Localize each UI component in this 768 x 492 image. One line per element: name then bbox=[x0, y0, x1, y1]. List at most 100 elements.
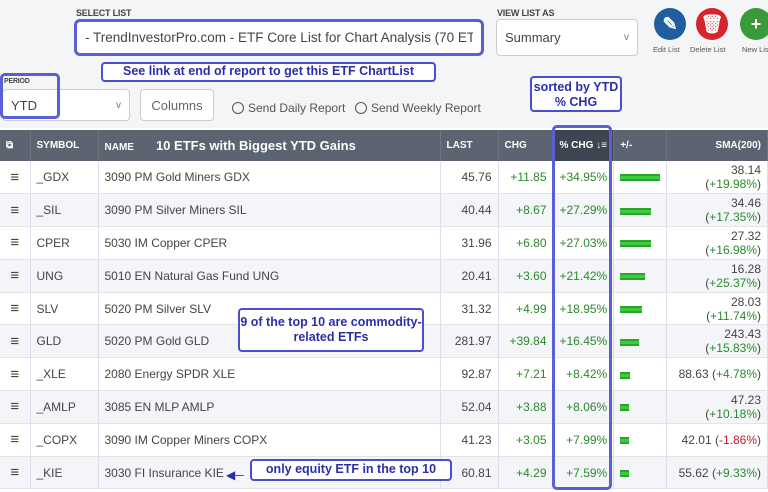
sma200-pct: +16.98% bbox=[709, 242, 757, 257]
change-bar-cell bbox=[613, 390, 668, 424]
table-row[interactable]: ≡ _COPX 3090 IM Copper Miners COPX 41.23… bbox=[0, 423, 768, 457]
header-pct-chg[interactable]: % CHG ↓≡ bbox=[553, 130, 615, 161]
table-row[interactable]: ≡ _AMLP 3085 EN MLP AMLP 52.04 +3.88 +8.… bbox=[0, 390, 768, 424]
chg-cell: +4.29 bbox=[498, 456, 554, 490]
menu-icon[interactable]: ≡ bbox=[0, 226, 31, 260]
delete-list-button[interactable]: 🗑 bbox=[696, 8, 728, 40]
view-list-dropdown[interactable]: Summary v bbox=[496, 19, 638, 56]
sma200-pct: +15.83% bbox=[709, 341, 757, 356]
symbol-cell[interactable]: _KIE bbox=[30, 456, 99, 490]
pct-chg-cell: +27.03% bbox=[553, 226, 615, 260]
name-cell: 3090 PM Gold Miners GDX bbox=[98, 161, 441, 195]
header-plus-minus[interactable]: +/- bbox=[613, 130, 668, 161]
name-cell: 3090 IM Copper Miners COPX bbox=[98, 423, 441, 457]
send-weekly-radio[interactable]: Send Weekly Report bbox=[355, 101, 481, 115]
sma200-pct: +4.78% bbox=[715, 367, 757, 382]
sma200-value: 16.28 bbox=[730, 261, 761, 276]
change-bar bbox=[620, 469, 629, 477]
sma200-pct: +19.98% bbox=[709, 177, 757, 192]
sma200-cell: 16.28 (+25.37%) bbox=[666, 259, 768, 293]
chg-cell: +7.21 bbox=[498, 357, 554, 392]
table-row[interactable]: ≡ CPER 5030 IM Copper CPER 31.96 +6.80 +… bbox=[0, 226, 768, 260]
period-highlight bbox=[0, 73, 60, 119]
open-link-icon[interactable]: ⧉ bbox=[0, 130, 31, 161]
etf-table: ⧉ SYMBOL NAME 10 ETFs with Biggest YTD Ga… bbox=[0, 130, 768, 490]
menu-icon[interactable]: ≡ bbox=[0, 390, 31, 424]
edit-list-button[interactable]: ✎ bbox=[654, 8, 686, 40]
symbol-cell[interactable]: GLD bbox=[30, 324, 99, 359]
table-row[interactable]: ≡ _GDX 3090 PM Gold Miners GDX 45.76 +11… bbox=[0, 161, 768, 195]
header-last[interactable]: LAST bbox=[440, 130, 499, 161]
menu-icon[interactable]: ≡ bbox=[0, 324, 31, 359]
menu-icon[interactable]: ≡ bbox=[0, 161, 31, 195]
table-row[interactable]: ≡ _SIL 3090 PM Silver Miners SIL 40.44 +… bbox=[0, 193, 768, 228]
annotation-sorted: sorted by YTD % CHG bbox=[530, 76, 622, 112]
sma200-value: 38.14 bbox=[730, 163, 761, 178]
select-list-label: SELECT LIST bbox=[76, 8, 132, 18]
symbol-cell[interactable]: _COPX bbox=[30, 423, 99, 457]
pencil-icon: ✎ bbox=[662, 13, 678, 34]
send-daily-radio[interactable]: Send Daily Report bbox=[232, 101, 345, 115]
send-weekly-label: Send Weekly Report bbox=[371, 101, 481, 115]
annotation-equity: only equity ETF in the top 10 bbox=[250, 459, 452, 481]
columns-button[interactable]: Columns bbox=[140, 89, 214, 121]
sma200-pct: +11.74% bbox=[710, 308, 757, 323]
delete-list-label: Delete List bbox=[690, 45, 726, 54]
sma200-pct: +10.18% bbox=[709, 406, 757, 421]
view-list-value: Summary bbox=[505, 30, 561, 45]
chg-cell: +3.88 bbox=[498, 390, 554, 424]
header-pct-chg-label: % CHG bbox=[559, 140, 594, 151]
pct-chg-cell: +7.99% bbox=[553, 423, 615, 457]
last-cell: 20.41 bbox=[440, 259, 499, 293]
change-bar bbox=[620, 404, 630, 412]
pct-chg-cell: +8.06% bbox=[553, 390, 615, 424]
pct-chg-cell: +16.45% bbox=[553, 324, 615, 359]
table-row[interactable]: ≡ UNG 5010 EN Natural Gas Fund UNG 20.41… bbox=[0, 259, 768, 293]
sma200-value: 28.03 bbox=[730, 294, 761, 309]
new-list-label: New List bbox=[742, 45, 768, 54]
new-list-button[interactable]: + bbox=[740, 8, 768, 40]
header-sma200[interactable]: SMA(200) bbox=[666, 130, 768, 161]
menu-icon[interactable]: ≡ bbox=[0, 193, 31, 228]
select-list-dropdown[interactable]: - TrendInvestorPro.com - ETF Core List f… bbox=[74, 19, 484, 56]
table-row[interactable]: ≡ _XLE 2080 Energy SPDR XLE 92.87 +7.21 … bbox=[0, 357, 768, 392]
change-bar bbox=[620, 240, 652, 248]
symbol-cell[interactable]: _GDX bbox=[30, 161, 99, 195]
period-dropdown[interactable]: YTD v bbox=[2, 89, 130, 121]
pct-chg-cell: +7.59% bbox=[553, 456, 615, 490]
menu-icon[interactable]: ≡ bbox=[0, 423, 31, 457]
menu-icon[interactable]: ≡ bbox=[0, 259, 31, 293]
symbol-cell[interactable]: _SIL bbox=[30, 193, 99, 228]
sma200-cell: 243.43 (+15.83%) bbox=[666, 324, 768, 359]
send-daily-label: Send Daily Report bbox=[248, 101, 346, 115]
symbol-cell[interactable]: UNG bbox=[30, 259, 99, 293]
menu-icon[interactable]: ≡ bbox=[0, 357, 31, 392]
menu-icon[interactable]: ≡ bbox=[0, 456, 31, 490]
chg-cell: +4.99 bbox=[498, 292, 554, 326]
name-cell: 2080 Energy SPDR XLE bbox=[98, 357, 441, 392]
sma200-cell: 47.23 (+10.18%) bbox=[666, 390, 768, 424]
select-list-value: - TrendInvestorPro.com - ETF Core List f… bbox=[85, 30, 473, 45]
pct-chg-cell: +18.95% bbox=[553, 292, 615, 326]
change-bar bbox=[620, 207, 652, 215]
header-symbol[interactable]: SYMBOL bbox=[30, 130, 99, 161]
symbol-cell[interactable]: SLV bbox=[30, 292, 99, 326]
radio-icon bbox=[355, 102, 367, 114]
sma200-pct: +25.37% bbox=[709, 275, 757, 290]
sma200-value: 42.01 bbox=[681, 432, 712, 447]
symbol-cell[interactable]: CPER bbox=[30, 226, 99, 260]
symbol-cell[interactable]: _AMLP bbox=[30, 390, 99, 424]
header-chg[interactable]: CHG bbox=[498, 130, 554, 161]
change-bar-cell bbox=[613, 456, 668, 490]
table-title: 10 ETFs with Biggest YTD Gains bbox=[155, 138, 356, 153]
header-name[interactable]: NAME 10 ETFs with Biggest YTD Gains bbox=[98, 130, 441, 161]
symbol-cell[interactable]: _XLE bbox=[30, 357, 99, 392]
name-cell: 5030 IM Copper CPER bbox=[98, 226, 441, 260]
change-bar bbox=[620, 437, 630, 445]
view-list-label: VIEW LIST AS bbox=[497, 8, 555, 18]
name-cell: 3085 EN MLP AMLP bbox=[98, 390, 441, 424]
menu-icon[interactable]: ≡ bbox=[0, 292, 31, 326]
last-cell: 31.32 bbox=[440, 292, 499, 326]
sma200-cell: 34.46 (+17.35%) bbox=[666, 193, 768, 228]
sma200-value: 27.32 bbox=[730, 228, 761, 243]
